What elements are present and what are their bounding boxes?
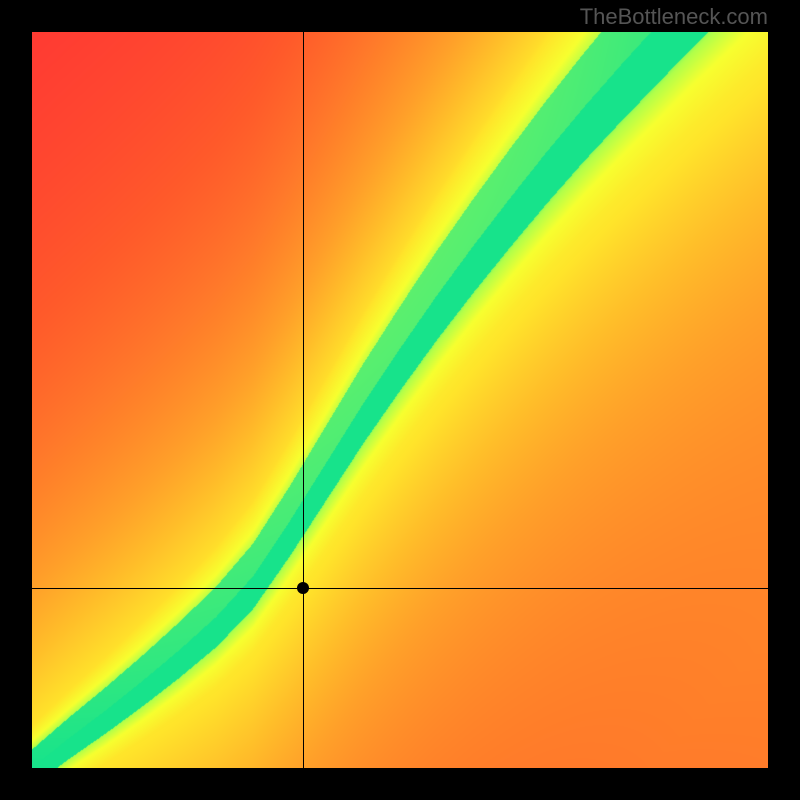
crosshair-vertical [303,32,304,768]
watermark-text: TheBottleneck.com [580,4,768,30]
bottleneck-heatmap [32,32,768,768]
crosshair-marker [297,582,309,594]
heatmap-canvas [32,32,768,768]
crosshair-horizontal [32,588,768,589]
